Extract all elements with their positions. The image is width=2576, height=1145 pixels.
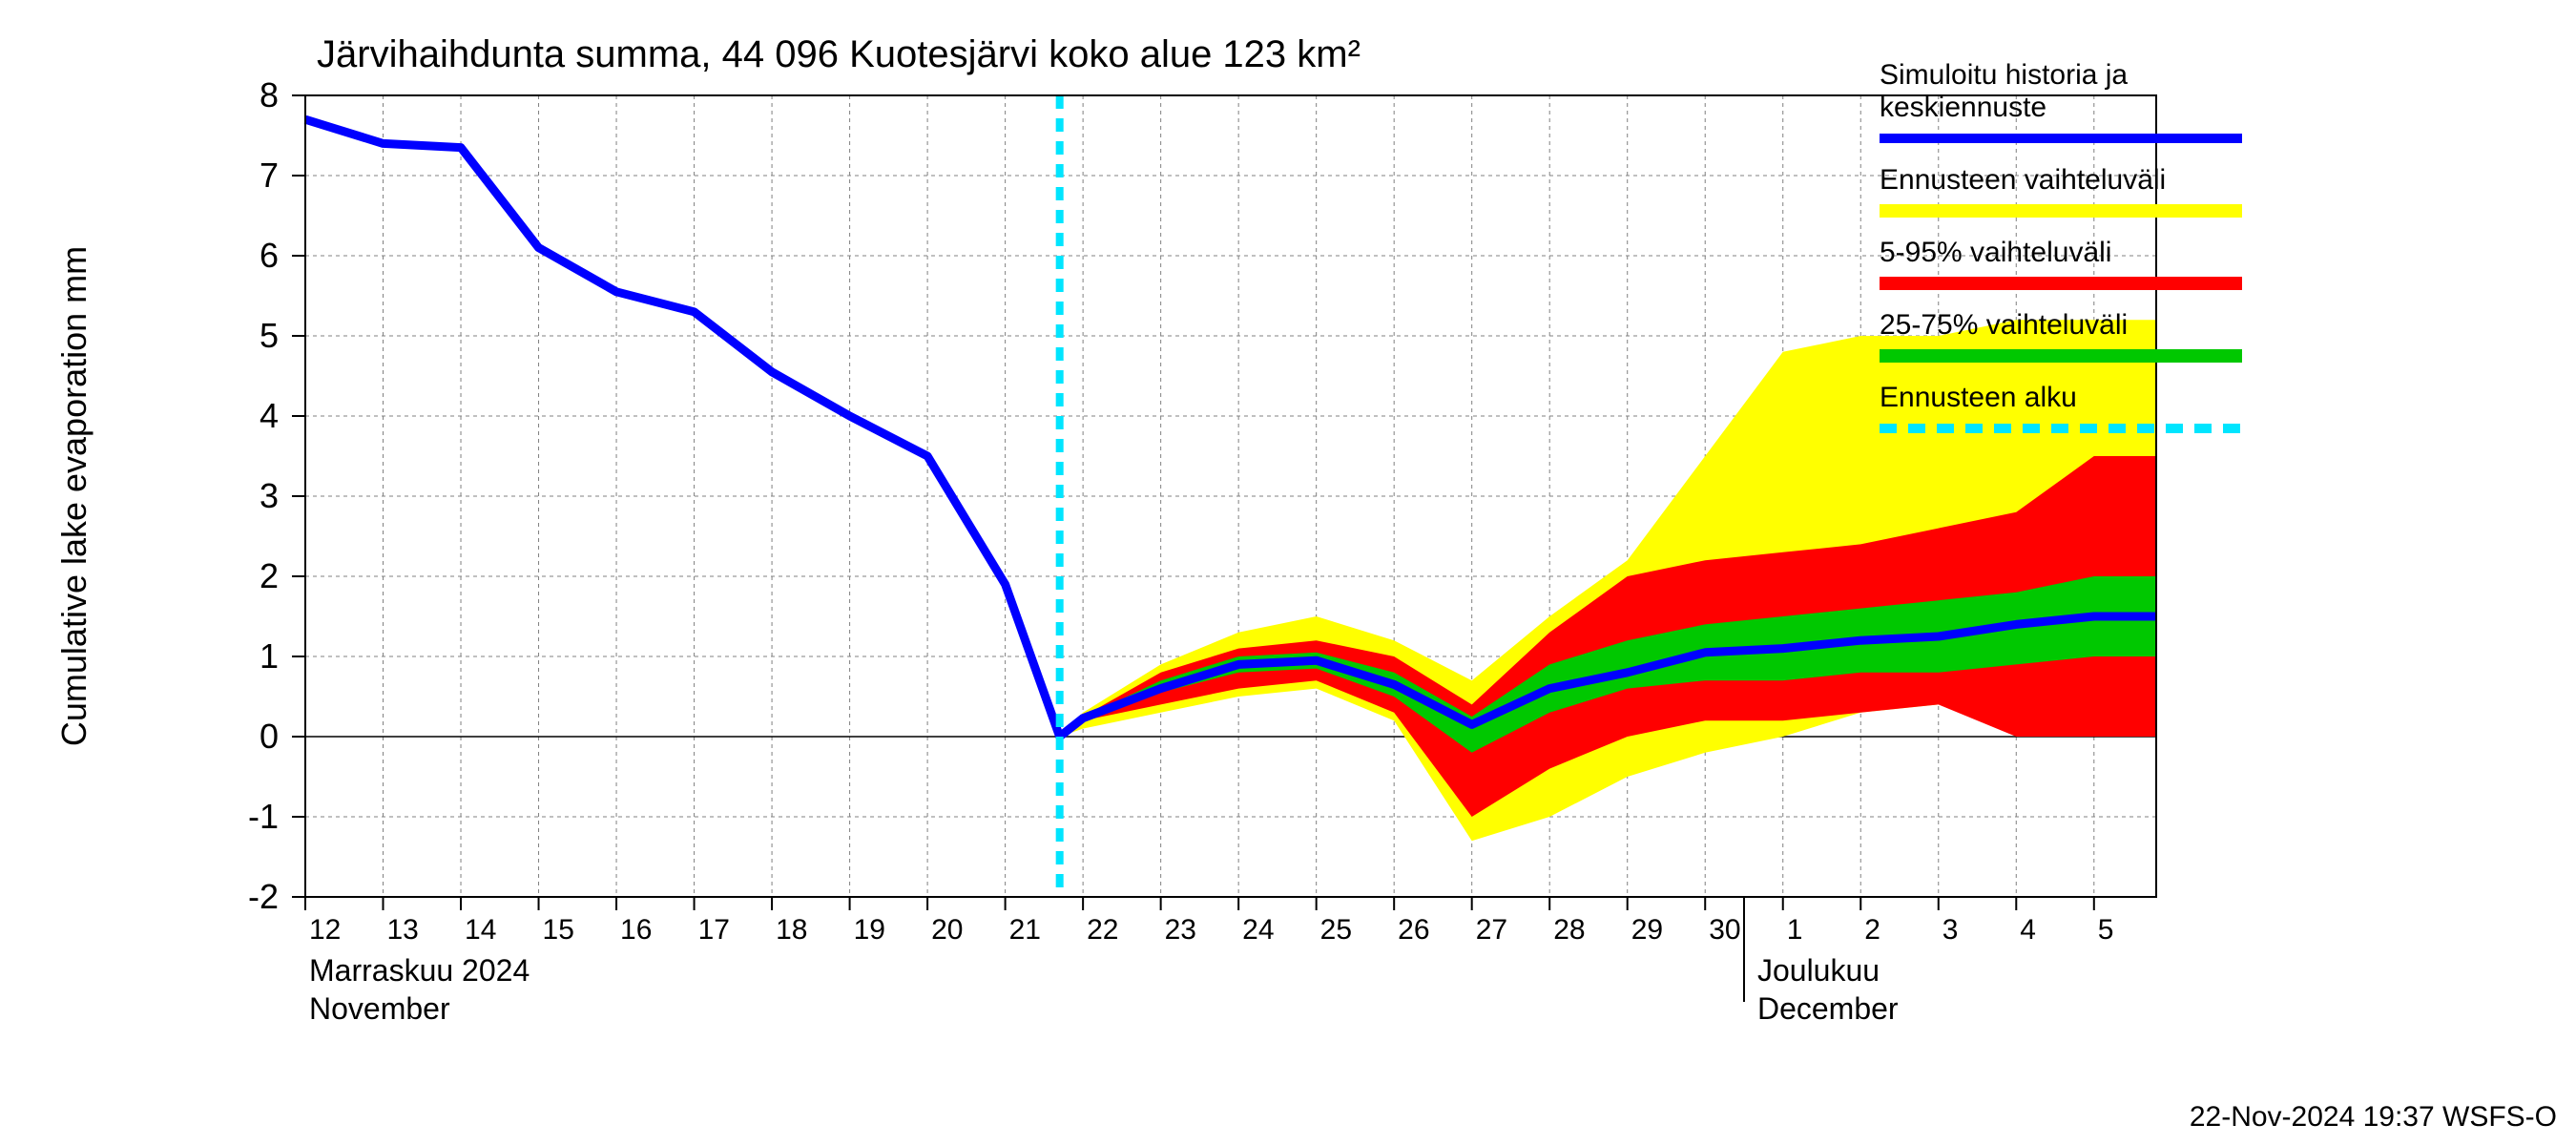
y-tick-label: 2	[260, 556, 279, 595]
legend-label: Ennusteen vaihteluväli	[1880, 164, 2166, 196]
x-tick-label: 26	[1398, 914, 1429, 946]
x-tick-label: 1	[1787, 914, 1803, 946]
month-label-en-2: December	[1757, 991, 1899, 1026]
x-tick-label: 17	[698, 914, 730, 946]
x-tick-label: 22	[1087, 914, 1118, 946]
legend-swatch	[1880, 277, 2242, 290]
y-tick-label: 3	[260, 476, 279, 515]
x-tick-label: 12	[309, 914, 341, 946]
x-tick-label: 21	[1009, 914, 1041, 946]
y-tick-label: 7	[260, 156, 279, 195]
y-tick-label: 1	[260, 636, 279, 676]
x-tick-label: 14	[465, 914, 496, 946]
x-tick-label: 16	[620, 914, 652, 946]
x-tick-label: 13	[387, 914, 419, 946]
x-tick-label: 24	[1242, 914, 1274, 946]
y-tick-label: -1	[248, 797, 279, 836]
x-tick-label: 2	[1864, 914, 1880, 946]
y-tick-label: 4	[260, 396, 279, 435]
x-tick-label: 4	[2020, 914, 2036, 946]
chart-title: Järvihaihdunta summa, 44 096 Kuotesjärvi…	[317, 33, 1361, 75]
legend-swatch	[1880, 204, 2242, 218]
month-label-en: November	[309, 991, 450, 1026]
x-tick-label: 18	[776, 914, 807, 946]
x-tick-label: 19	[854, 914, 885, 946]
chart-footer: 22-Nov-2024 19:37 WSFS-O	[2190, 1101, 2557, 1133]
x-tick-label: 15	[543, 914, 574, 946]
legend-swatch	[1880, 349, 2242, 363]
y-tick-label: 5	[260, 316, 279, 355]
y-tick-label: 6	[260, 236, 279, 275]
month-label-fi: Marraskuu 2024	[309, 953, 530, 988]
legend-label: Simuloitu historia ja	[1880, 59, 2128, 91]
y-tick-label: -2	[248, 877, 279, 916]
x-tick-label: 30	[1709, 914, 1740, 946]
month-label-fi-2: Joulukuu	[1757, 953, 1880, 988]
legend-label: keskiennuste	[1880, 92, 2046, 123]
x-tick-label: 23	[1165, 914, 1196, 946]
legend-label: 25-75% vaihteluväli	[1880, 309, 2128, 341]
y-tick-label: 0	[260, 717, 279, 756]
x-tick-label: 29	[1631, 914, 1663, 946]
x-tick-label: 20	[931, 914, 963, 946]
forecast-chart: -2-1012345678121314151617181920212223242…	[0, 0, 2576, 1145]
y-tick-label: 8	[260, 75, 279, 114]
x-tick-label: 3	[1942, 914, 1959, 946]
legend-label: 5-95% vaihteluväli	[1880, 237, 2111, 268]
chart-container: -2-1012345678121314151617181920212223242…	[0, 0, 2576, 1145]
y-axis-label: Cumulative lake evaporation mm	[54, 246, 93, 746]
x-tick-label: 5	[2098, 914, 2114, 946]
x-tick-label: 27	[1476, 914, 1507, 946]
x-tick-label: 25	[1320, 914, 1352, 946]
x-tick-label: 28	[1553, 914, 1585, 946]
legend-label: Ennusteen alku	[1880, 382, 2077, 413]
